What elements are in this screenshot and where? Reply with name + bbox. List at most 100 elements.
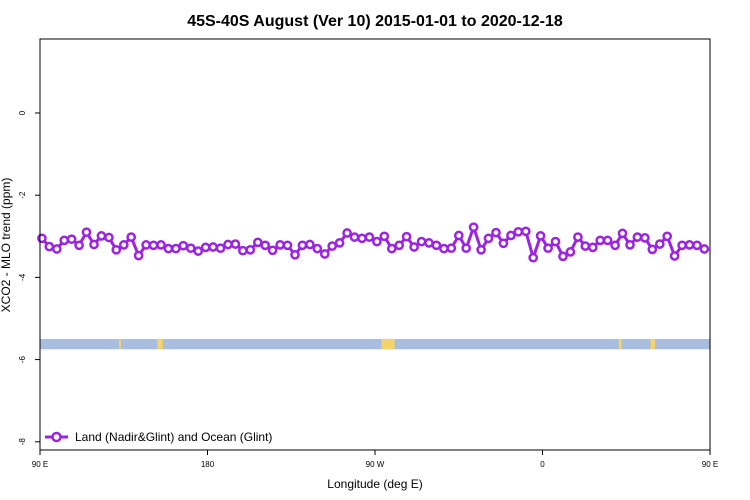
data-point-25: [223, 239, 233, 250]
land-segment-2: [381, 339, 395, 350]
data-point-8: [96, 231, 107, 241]
data-point-84: [662, 231, 673, 242]
data-point-73: [580, 241, 591, 251]
data-point-9: [104, 232, 114, 243]
data-point-24: [215, 243, 226, 254]
data-point-40: [334, 238, 345, 248]
data-point-31: [267, 245, 278, 256]
data-point-51: [416, 236, 427, 247]
data-point-33: [282, 240, 293, 251]
data-point-43: [357, 233, 367, 244]
data-point-37: [312, 243, 323, 254]
data-point-49: [401, 231, 412, 242]
y-tick-label-0: 0: [18, 110, 27, 115]
data-point-18: [171, 243, 181, 254]
data-point-20: [185, 243, 196, 254]
data-point-14: [141, 240, 151, 250]
data-point-80: [632, 232, 643, 242]
data-point-36: [305, 239, 315, 250]
data-point-11: [118, 240, 129, 250]
data-point-30: [260, 240, 271, 251]
data-point-2: [51, 244, 62, 254]
data-point-34: [290, 249, 300, 260]
data-point-59: [476, 244, 486, 255]
data-point-77: [610, 240, 620, 251]
data-point-42: [349, 232, 360, 242]
data-point-62: [498, 238, 509, 249]
data-point-50: [409, 242, 419, 252]
x-axis-label: Longitude (deg E): [327, 477, 422, 491]
data-point-12: [126, 232, 137, 242]
data-point-3: [59, 235, 70, 246]
data-point-15: [148, 240, 159, 251]
data-point-74: [587, 242, 598, 253]
legend: Land (Nadir&Glint) and Ocean (Glint): [45, 430, 272, 444]
data-point-0: [37, 233, 47, 244]
data-point-58: [468, 222, 479, 233]
data-point-67: [535, 231, 546, 241]
land-segment-4: [650, 339, 656, 350]
data-point-71: [565, 247, 576, 257]
data-point-57: [461, 243, 472, 254]
data-point-88: [692, 240, 702, 251]
x-axis: 90 E 180 90 W 0 90 E: [32, 450, 718, 469]
data-point-61: [491, 227, 501, 238]
data-point-28: [245, 244, 256, 255]
y-axis: 0 -2 -4 -6 -8: [18, 110, 40, 445]
data-point-52: [424, 238, 434, 248]
data-point-78: [617, 228, 628, 239]
series-layer: [37, 222, 710, 263]
data-point-55: [446, 243, 457, 254]
data-point-27: [238, 245, 248, 256]
x-tick-label-0: 90 E: [32, 460, 48, 469]
data-point-7: [89, 239, 99, 250]
data-point-22: [200, 242, 211, 253]
y-tick-label-4: -8: [18, 438, 27, 446]
data-point-54: [439, 243, 449, 254]
data-point-41: [342, 228, 352, 238]
data-point-46: [379, 231, 390, 242]
land-segment-0: [119, 339, 121, 350]
surface-strip: [40, 339, 710, 350]
data-point-35: [297, 240, 308, 251]
x-tick-label-1: 180: [201, 460, 215, 469]
y-axis-label: XCO2 - MLO trend (ppm): [0, 178, 13, 313]
data-point-45: [372, 236, 382, 247]
ocean-strip: [40, 339, 710, 350]
chart-title: 45S-40S August (Ver 10) 2015-01-01 to 20…: [187, 13, 563, 30]
y-tick-label-1: -2: [18, 191, 27, 199]
data-point-47: [386, 243, 397, 254]
data-point-69: [550, 236, 561, 247]
data-point-13: [133, 250, 144, 261]
data-point-19: [178, 240, 189, 251]
data-point-85: [669, 251, 680, 261]
data-point-32: [275, 240, 285, 250]
data-point-6: [81, 227, 92, 238]
land-segment-1: [157, 339, 163, 350]
data-point-75: [595, 235, 606, 246]
data-point-44: [364, 232, 375, 242]
x-tick-label-4: 90 E: [702, 460, 718, 469]
data-point-26: [230, 239, 241, 249]
data-point-53: [431, 240, 442, 251]
data-point-81: [640, 233, 650, 243]
data-point-21: [193, 246, 204, 256]
legend-label: Land (Nadir&Glint) and Ocean (Glint): [75, 430, 272, 444]
data-point-89: [699, 244, 710, 254]
data-point-76: [602, 235, 613, 246]
data-point-1: [44, 241, 55, 252]
data-point-70: [558, 251, 568, 262]
data-point-86: [677, 240, 687, 251]
data-point-23: [208, 242, 218, 252]
legend-marker: [51, 431, 62, 443]
data-point-66: [528, 252, 539, 263]
data-point-79: [625, 240, 635, 250]
data-point-10: [111, 244, 122, 255]
data-point-63: [506, 230, 516, 241]
data-point-29: [252, 237, 263, 248]
data-point-56: [453, 230, 464, 241]
land-segment-3: [618, 339, 622, 350]
data-point-60: [483, 233, 494, 244]
data-point-39: [327, 241, 338, 251]
